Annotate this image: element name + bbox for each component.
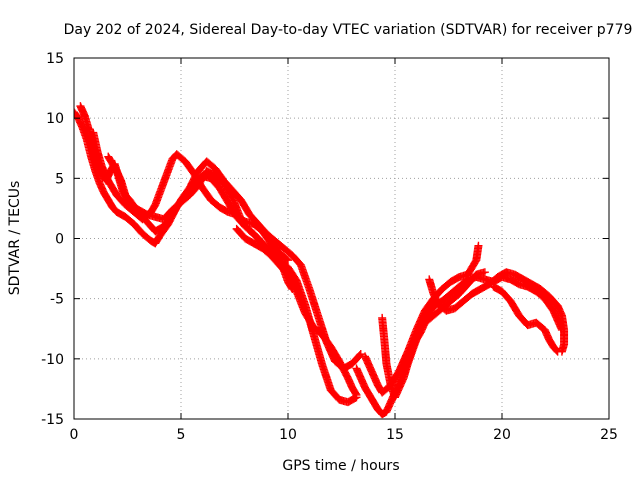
x-tick-label: 25 [600,427,618,443]
y-tick-label: 10 [46,111,64,127]
grid [74,58,609,419]
y-tick-label: -15 [41,412,64,428]
data-point [356,350,365,359]
series-track-f [352,268,489,419]
y-tick-label: 0 [55,232,64,248]
data-point [355,351,364,360]
x-tick-label: 10 [279,427,297,443]
data-series [74,102,569,419]
series-track-d [104,152,292,265]
ticks: 0 5 10 15 20 25 -15 -10 -5 0 5 10 15 [41,51,618,443]
series-track-j [489,282,562,356]
x-tick-label: 0 [70,427,79,443]
data-point [284,256,292,265]
data-point [553,347,562,356]
data-point [351,389,360,398]
data-point [352,390,361,399]
series-track-i [425,268,569,356]
series-track-a [74,108,361,407]
y-tick-label: 5 [55,171,64,187]
y-tick-label: 15 [46,51,64,67]
y-tick-label: -10 [41,352,64,368]
x-tick-label: 20 [493,427,511,443]
data-point [480,268,489,277]
data-point [474,241,483,250]
x-tick-label: 5 [177,427,186,443]
x-axis-label: GPS time / hours [282,458,399,474]
data-point [552,346,561,355]
series-track-e [232,224,361,399]
x-tick-label: 15 [386,427,404,443]
data-point [282,255,291,264]
y-axis-label: SDTVAR / TECUs [7,181,23,296]
chart-title: Day 202 of 2024, Sidereal Day-to-day VTE… [64,22,633,38]
series-track-h [361,241,483,397]
data-point [551,345,560,354]
y-tick-label: -5 [50,292,64,308]
